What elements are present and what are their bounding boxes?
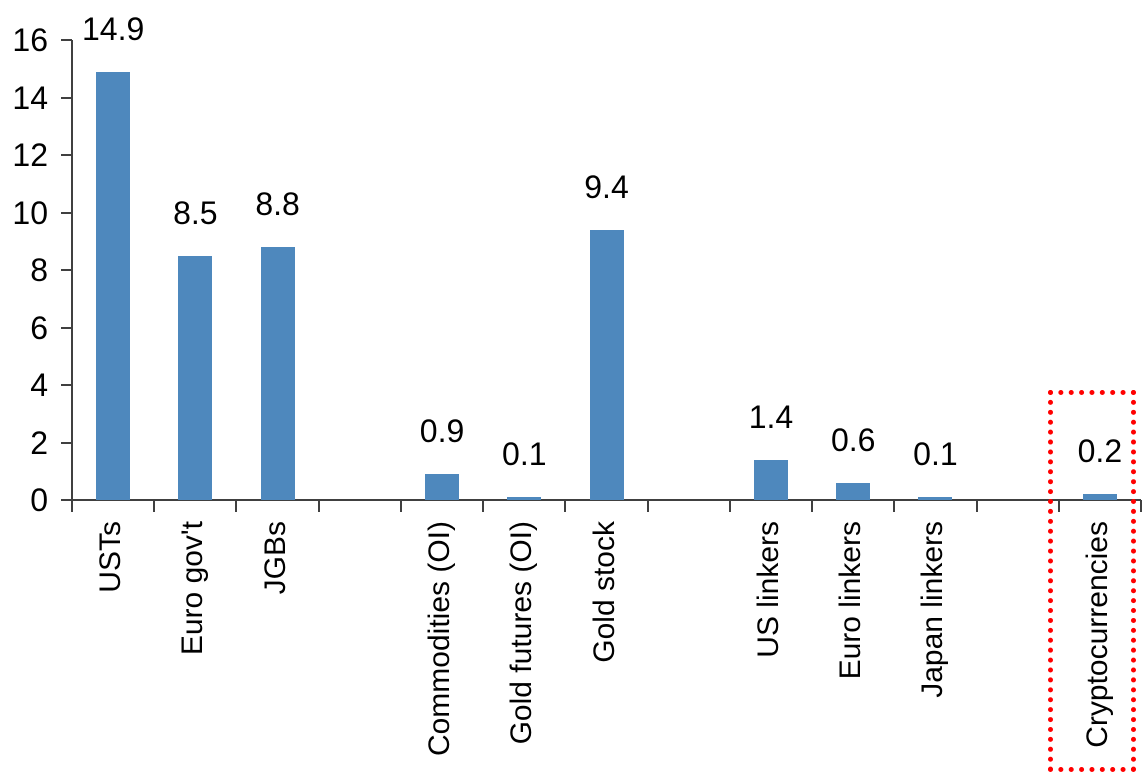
x-tick [235, 500, 238, 512]
y-tick [61, 154, 72, 156]
category-label: Gold futures (OI) [505, 521, 539, 745]
category-label: Euro gov't [176, 521, 210, 656]
bar-value-label: 0.2 [1077, 433, 1123, 470]
x-tick [1140, 500, 1142, 512]
bar-usts [96, 71, 131, 500]
y-tick-label: 0 [30, 482, 48, 518]
y-tick [61, 441, 72, 444]
y-tick-label: 10 [12, 194, 48, 231]
y-tick-label: 4 [30, 367, 48, 403]
y-tick-label: 2 [30, 424, 48, 461]
x-tick [893, 500, 896, 512]
y-tick-label: 14 [12, 79, 48, 116]
y-tick [61, 39, 72, 41]
x-axis-line [72, 499, 1141, 501]
x-tick [1057, 500, 1060, 512]
bar-value-label: 0.9 [419, 413, 465, 450]
y-tick [61, 211, 72, 214]
x-tick [71, 500, 73, 512]
y-tick-label: 6 [30, 309, 48, 346]
y-tick-label: 12 [12, 137, 48, 173]
x-tick [646, 500, 649, 512]
category-label: JGBs [258, 521, 292, 595]
x-tick [811, 500, 814, 512]
y-tick-label: 16 [12, 22, 48, 58]
category-label: Japan linkers [916, 521, 950, 698]
y-tick-label: 8 [30, 252, 48, 288]
x-tick [728, 500, 731, 512]
y-tick [61, 384, 72, 386]
bar-value-label: 9.4 [584, 168, 629, 205]
x-tick [482, 500, 485, 512]
bar-value-label: 8.5 [173, 194, 218, 231]
category-label: Commodities (OI) [423, 521, 457, 757]
bar-value-label: 14.9 [81, 10, 145, 47]
x-tick [317, 500, 320, 512]
bar-us-linkers [753, 459, 788, 500]
category-label: USTs [94, 521, 128, 593]
bar-euro-gov-t [178, 255, 213, 500]
y-tick [61, 499, 72, 501]
bar-value-label: 0.1 [502, 436, 547, 473]
bar-gold-stock [589, 229, 624, 500]
bar-euro-linkers [836, 482, 871, 500]
bar-gold-futures-oi- [507, 497, 542, 500]
x-tick [564, 500, 567, 512]
category-label: US linkers [751, 521, 785, 658]
y-tick [61, 269, 72, 271]
bar-value-label: 0.1 [913, 436, 958, 473]
bar-jgbs [260, 247, 295, 500]
y-axis-line [71, 40, 73, 512]
x-tick [399, 500, 402, 512]
x-tick [153, 500, 156, 512]
category-label: Euro linkers [834, 521, 868, 680]
bar-cryptocurrencies [1082, 494, 1117, 500]
bar-japan-linkers [918, 497, 953, 500]
y-tick [61, 96, 72, 99]
y-tick [61, 326, 72, 329]
category-label: Gold stock [587, 521, 621, 663]
bar-value-label: 1.4 [748, 398, 794, 435]
highlight-box-cryptocurrencies [1047, 390, 1136, 772]
bar-value-label: 8.8 [255, 186, 300, 222]
x-tick [975, 500, 978, 512]
bar-commodities-oi- [425, 474, 460, 500]
bar-value-label: 0.6 [830, 421, 876, 458]
